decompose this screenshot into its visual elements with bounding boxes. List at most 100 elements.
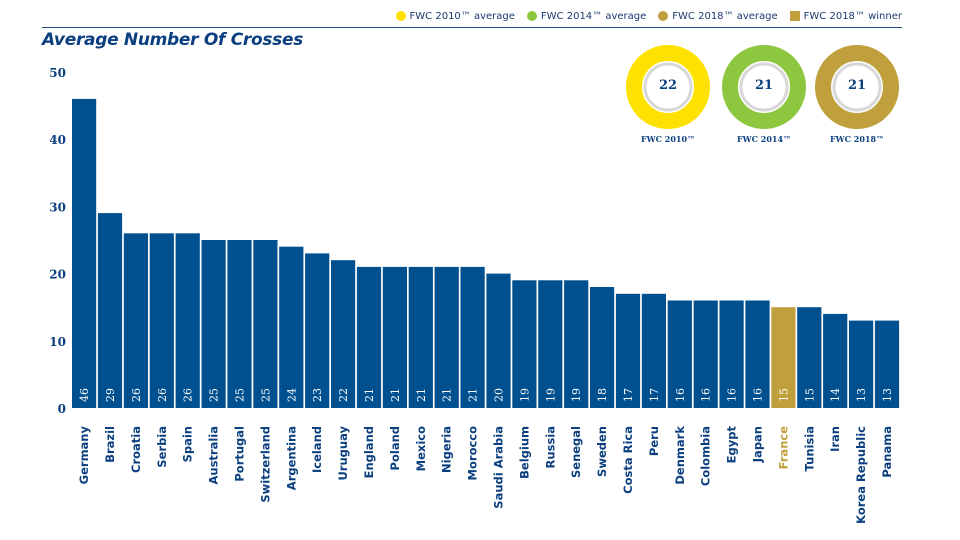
- bar: [719, 300, 744, 408]
- legend-item: FWC 2010™ average: [395, 11, 515, 22]
- x-category-label: Spain: [181, 426, 195, 462]
- bar-value-label: 26: [130, 388, 143, 402]
- x-category-label: Switzerland: [258, 426, 272, 503]
- bar-value-label: 18: [596, 388, 609, 402]
- bar-value-label: 46: [78, 388, 91, 402]
- bar: [849, 320, 874, 408]
- bar-value-label: 19: [518, 388, 531, 402]
- x-category-label: Nigeria: [440, 426, 454, 473]
- legend-label: FWC 2014™ average: [540, 10, 647, 22]
- bar: [72, 98, 97, 409]
- bar: [538, 280, 563, 408]
- legend-circle-swatch: [395, 11, 406, 21]
- bar-value-label: 21: [389, 388, 402, 402]
- bar: [460, 266, 485, 408]
- bar-value-label: 19: [570, 388, 583, 402]
- bar-value-label: 16: [726, 388, 739, 402]
- y-tick-label: 0: [58, 402, 66, 416]
- x-category-label: Morocco: [466, 426, 480, 481]
- bar: [823, 313, 848, 408]
- bar-value-label: 25: [208, 388, 221, 402]
- bar: [97, 213, 123, 408]
- bar-value-label: 25: [234, 388, 247, 402]
- x-category-label: Mexico: [414, 426, 428, 471]
- x-category-label: Poland: [388, 426, 402, 470]
- bar: [745, 300, 770, 408]
- x-category-label: Australia: [207, 426, 221, 485]
- bar: [434, 266, 459, 408]
- bar-value-label: 23: [311, 388, 324, 402]
- bar-value-label: 16: [752, 388, 765, 402]
- x-category-label: Belgium: [517, 426, 531, 479]
- bar: [486, 273, 511, 408]
- legend-label: FWC 2018™ winner: [803, 10, 902, 22]
- bar: [693, 300, 718, 408]
- bar: [512, 280, 537, 408]
- x-category-label: Brazil: [103, 426, 117, 463]
- legend-item: FWC 2014™ average: [526, 10, 647, 22]
- bar-value-label: 13: [881, 388, 894, 402]
- bar-value-label: 22: [337, 388, 350, 402]
- bar-value-label: 24: [285, 388, 298, 402]
- bar-value-label: 21: [441, 388, 454, 402]
- x-category-label: Panama: [880, 426, 894, 478]
- x-category-label: France: [776, 426, 790, 470]
- x-category-label: Peru: [647, 426, 661, 456]
- donut-center: [643, 62, 693, 112]
- bar: [201, 240, 226, 408]
- bar-highlight: [771, 307, 796, 408]
- legend-item: FWC 2018™ average: [658, 10, 778, 22]
- bar: [382, 266, 407, 408]
- donut-label: FWC 2014™: [736, 134, 792, 144]
- bar: [356, 266, 382, 408]
- bar: [408, 266, 433, 408]
- donut-ring: [815, 45, 899, 129]
- y-tick-label: 20: [49, 268, 66, 282]
- bar: [123, 233, 148, 408]
- bar: [227, 240, 252, 408]
- bar: [641, 293, 666, 408]
- donut-value: 21: [754, 78, 774, 93]
- bar: [590, 287, 615, 408]
- x-category-label: Iran: [828, 426, 842, 452]
- x-category-label: Argentina: [284, 426, 298, 490]
- donut-center: [739, 62, 789, 112]
- donut-value: 21: [847, 78, 867, 93]
- legend-circle-swatch: [526, 11, 537, 21]
- bar-value-label: 17: [622, 388, 635, 402]
- bar-value-label: 25: [259, 388, 272, 402]
- bar-value-label: 20: [493, 388, 506, 402]
- x-category-label: Portugal: [233, 426, 247, 482]
- x-category-label: Costa Rica: [621, 426, 635, 494]
- bar-value-label: 29: [104, 388, 117, 402]
- bar: [564, 280, 589, 408]
- bar-value-label: 26: [182, 388, 195, 402]
- bar: [253, 240, 278, 408]
- bar-value-label: 21: [467, 388, 480, 402]
- bar-value-label: 21: [363, 388, 376, 402]
- x-category-label: Korea Republic: [854, 426, 868, 524]
- bar-value-label: 16: [674, 388, 687, 402]
- y-tick-label: 30: [49, 200, 66, 214]
- x-category-label: Japan: [751, 426, 765, 463]
- bar-value-label: 26: [156, 388, 169, 402]
- bar: [797, 307, 822, 408]
- y-tick-label: 10: [49, 335, 66, 349]
- x-category-label: Saudi Arabia: [492, 426, 506, 509]
- bar: [175, 233, 200, 408]
- x-category-label: Serbia: [155, 426, 169, 468]
- x-category-label: Denmark: [673, 426, 687, 485]
- bar: [667, 300, 692, 408]
- x-category-label: Russia: [543, 426, 557, 468]
- legend-label: FWC 2018™ average: [672, 10, 778, 22]
- x-category-label: Iceland: [310, 426, 324, 473]
- bar-value-label: 19: [544, 388, 557, 402]
- donut-label: FWC 2018™: [829, 134, 885, 144]
- x-category-label: England: [362, 426, 376, 478]
- x-category-label: Colombia: [699, 426, 713, 486]
- x-category-label: Germany: [77, 426, 91, 485]
- x-category-label: Uruguay: [336, 426, 350, 481]
- x-category-label: Tunisia: [802, 426, 816, 471]
- bar: [305, 253, 330, 408]
- x-category-label: Senegal: [569, 426, 583, 478]
